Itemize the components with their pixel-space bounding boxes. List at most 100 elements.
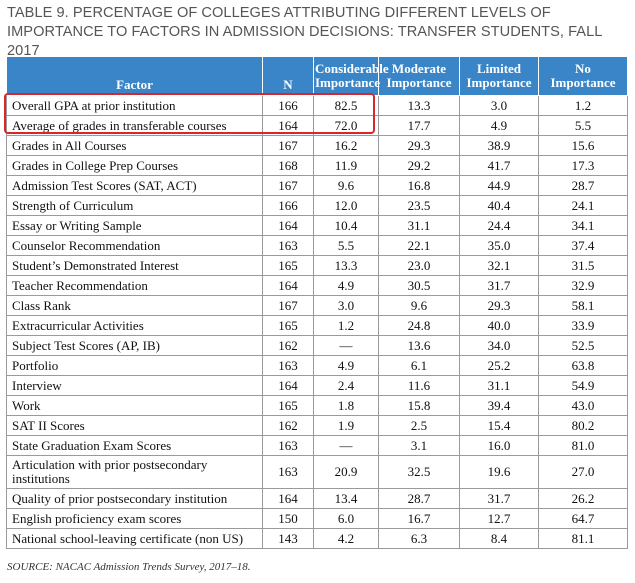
cell-factor: Subject Test Scores (AP, IB) bbox=[6, 335, 263, 356]
cell-n: 164 bbox=[262, 488, 314, 509]
cell-no: 58.1 bbox=[538, 295, 628, 316]
cell-factor: SAT II Scores bbox=[6, 415, 263, 436]
cell-n: 166 bbox=[262, 95, 314, 116]
cell-limited: 41.7 bbox=[459, 155, 539, 176]
table-row: Strength of Curriculum 166 12.0 23.5 40.4 24.… bbox=[6, 195, 628, 216]
cell-moderate: 16.7 bbox=[378, 508, 460, 529]
cell-considerable: 1.9 bbox=[313, 415, 379, 436]
cell-no: 64.7 bbox=[538, 508, 628, 529]
cell-factor: Portfolio bbox=[6, 355, 263, 376]
cell-limited: 12.7 bbox=[459, 508, 539, 529]
cell-considerable: 1.2 bbox=[313, 315, 379, 336]
cell-factor: Grades in College Prep Courses bbox=[6, 155, 263, 176]
table-row: Articulation with prior postsecondary in… bbox=[6, 455, 628, 489]
cell-considerable: 3.0 bbox=[313, 295, 379, 316]
cell-factor: Admission Test Scores (SAT, ACT) bbox=[6, 175, 263, 196]
table-row: Teacher Recommendation 164 4.9 30.5 31.7 32.9 bbox=[6, 275, 628, 296]
cell-limited: 31.7 bbox=[459, 275, 539, 296]
header-no: No Importance bbox=[538, 56, 628, 96]
cell-n: 162 bbox=[262, 415, 314, 436]
cell-moderate: 22.1 bbox=[378, 235, 460, 256]
cell-factor: National school-leaving certificate (non… bbox=[6, 528, 263, 549]
header-moderate: Moderate Importance bbox=[378, 56, 460, 96]
source-note: SOURCE: NACAC Admission Trends Survey, 2… bbox=[7, 561, 251, 573]
cell-moderate: 2.5 bbox=[378, 415, 460, 436]
cell-no: 5.5 bbox=[538, 115, 628, 136]
cell-limited: 3.0 bbox=[459, 95, 539, 116]
table-row: Counselor Recommendation 163 5.5 22.1 35.0 37… bbox=[6, 235, 628, 256]
cell-no: 17.3 bbox=[538, 155, 628, 176]
cell-considerable: 4.2 bbox=[313, 528, 379, 549]
cell-no: 37.4 bbox=[538, 235, 628, 256]
cell-no: 63.8 bbox=[538, 355, 628, 376]
cell-n: 165 bbox=[262, 255, 314, 276]
table-row: Subject Test Scores (AP, IB) 162—13.6 34.0… bbox=[6, 335, 628, 356]
cell-considerable: 13.3 bbox=[313, 255, 379, 276]
cell-considerable: 72.0 bbox=[313, 115, 379, 136]
cell-limited: 32.1 bbox=[459, 255, 539, 276]
cell-moderate: 6.3 bbox=[378, 528, 460, 549]
header-n: N bbox=[262, 56, 314, 96]
cell-n: 166 bbox=[262, 195, 314, 216]
cell-moderate: 31.1 bbox=[378, 215, 460, 236]
cell-considerable: — bbox=[313, 335, 379, 356]
header-limited: Limited Importance bbox=[459, 56, 539, 96]
cell-no: 24.1 bbox=[538, 195, 628, 216]
table-row: Overall GPA at prior institution 166 82.5 1… bbox=[6, 95, 628, 116]
cell-moderate: 29.3 bbox=[378, 135, 460, 156]
cell-factor: Teacher Recommendation bbox=[6, 275, 263, 296]
cell-factor: Class Rank bbox=[6, 295, 263, 316]
table-row: State Graduation Exam Scores 163—3.1 16.0 8… bbox=[6, 435, 628, 456]
header-factor: Factor bbox=[6, 56, 263, 96]
table-row: Admission Test Scores (SAT, ACT) 167 9.6 16… bbox=[6, 175, 628, 196]
cell-moderate: 11.6 bbox=[378, 375, 460, 396]
cell-factor: Extracurricular Activities bbox=[6, 315, 263, 336]
cell-limited: 44.9 bbox=[459, 175, 539, 196]
cell-factor: Strength of Curriculum bbox=[6, 195, 263, 216]
cell-no: 81.0 bbox=[538, 435, 628, 456]
importance-table: Factor N Considerable Importance Moderate… bbox=[6, 56, 628, 549]
cell-limited: 35.0 bbox=[459, 235, 539, 256]
cell-moderate: 29.2 bbox=[378, 155, 460, 176]
cell-n: 167 bbox=[262, 175, 314, 196]
cell-limited: 40.4 bbox=[459, 195, 539, 216]
cell-limited: 38.9 bbox=[459, 135, 539, 156]
cell-moderate: 3.1 bbox=[378, 435, 460, 456]
cell-moderate: 28.7 bbox=[378, 488, 460, 509]
cell-limited: 19.6 bbox=[459, 455, 539, 489]
cell-no: 54.9 bbox=[538, 375, 628, 396]
cell-factor: Articulation with prior postsecondary in… bbox=[6, 455, 263, 489]
cell-factor: Quality of prior postsecondary instituti… bbox=[6, 488, 263, 509]
cell-moderate: 23.0 bbox=[378, 255, 460, 276]
cell-moderate: 32.5 bbox=[378, 455, 460, 489]
cell-moderate: 13.6 bbox=[378, 335, 460, 356]
cell-no: 26.2 bbox=[538, 488, 628, 509]
cell-considerable: 6.0 bbox=[313, 508, 379, 529]
table-row: National school-leaving certificate (non… bbox=[6, 528, 628, 549]
cell-limited: 29.3 bbox=[459, 295, 539, 316]
cell-moderate: 17.7 bbox=[378, 115, 460, 136]
cell-factor: English proficiency exam scores bbox=[6, 508, 263, 529]
cell-no: 1.2 bbox=[538, 95, 628, 116]
cell-considerable: 16.2 bbox=[313, 135, 379, 156]
cell-considerable: 20.9 bbox=[313, 455, 379, 489]
table-row: Student’s Demonstrated Interest 165 13.3 23… bbox=[6, 255, 628, 276]
cell-considerable: — bbox=[313, 435, 379, 456]
cell-limited: 31.7 bbox=[459, 488, 539, 509]
cell-factor: State Graduation Exam Scores bbox=[6, 435, 263, 456]
cell-moderate: 23.5 bbox=[378, 195, 460, 216]
cell-no: 81.1 bbox=[538, 528, 628, 549]
cell-moderate: 15.8 bbox=[378, 395, 460, 416]
cell-factor: Grades in All Courses bbox=[6, 135, 263, 156]
header-considerable: Considerable Importance bbox=[313, 56, 389, 96]
cell-n: 164 bbox=[262, 375, 314, 396]
table-row: Work 165 1.8 15.8 39.4 43.0 bbox=[6, 395, 628, 416]
cell-no: 43.0 bbox=[538, 395, 628, 416]
table-row: English proficiency exam scores 150 6.0 16.… bbox=[6, 508, 628, 529]
cell-factor: Interview bbox=[6, 375, 263, 396]
cell-moderate: 13.3 bbox=[378, 95, 460, 116]
table-row: Average of grades in transferable course… bbox=[6, 115, 628, 136]
cell-factor: Work bbox=[6, 395, 263, 416]
cell-considerable: 4.9 bbox=[313, 355, 379, 376]
cell-factor: Average of grades in transferable course… bbox=[6, 115, 263, 136]
